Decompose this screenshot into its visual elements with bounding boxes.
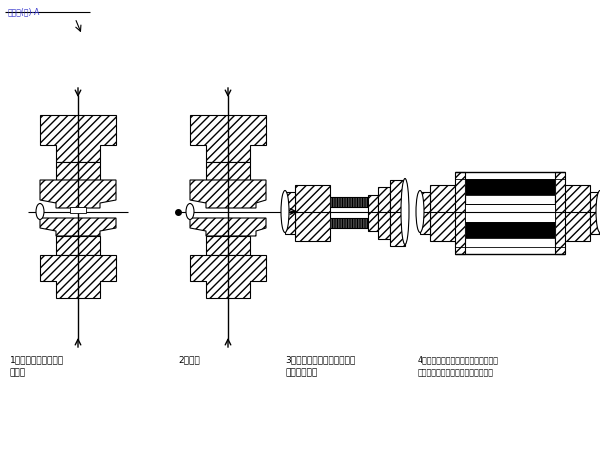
Polygon shape	[555, 185, 590, 241]
Ellipse shape	[416, 190, 424, 233]
Bar	[330, 197, 368, 207]
Polygon shape	[430, 185, 465, 241]
Polygon shape	[295, 185, 330, 241]
Text: 钻孔桩(桩)-A: 钻孔桩(桩)-A	[8, 7, 40, 16]
Polygon shape	[368, 195, 378, 231]
Polygon shape	[40, 115, 116, 162]
Ellipse shape	[186, 203, 194, 220]
Text: 4、用直螺纹套筒对接已丝扣钢筋进行: 4、用直螺纹套筒对接已丝扣钢筋进行	[418, 355, 499, 364]
Polygon shape	[420, 192, 430, 234]
Polygon shape	[190, 180, 266, 208]
Polygon shape	[190, 115, 266, 162]
Bar	[70, 207, 86, 213]
Polygon shape	[40, 255, 116, 298]
Polygon shape	[56, 236, 100, 255]
Polygon shape	[378, 187, 390, 239]
Bar	[465, 222, 555, 238]
Bar	[330, 218, 368, 228]
Text: 螺纹进行丝扣: 螺纹进行丝扣	[285, 368, 317, 377]
Bar	[465, 179, 555, 195]
Polygon shape	[190, 218, 266, 236]
Polygon shape	[390, 180, 405, 246]
Polygon shape	[285, 192, 295, 234]
Ellipse shape	[401, 179, 409, 244]
Text: 2、套筒: 2、套筒	[178, 355, 200, 364]
Text: 滚钢筋: 滚钢筋	[10, 368, 26, 377]
Text: 连接，完成一个直螺纹套筒接头施工: 连接，完成一个直螺纹套筒接头施工	[418, 368, 494, 377]
Polygon shape	[555, 172, 565, 254]
Polygon shape	[206, 162, 250, 180]
Polygon shape	[590, 192, 600, 234]
Polygon shape	[455, 172, 465, 254]
Ellipse shape	[596, 190, 600, 233]
Text: 1、用直螺纹滚轧机夹: 1、用直螺纹滚轧机夹	[10, 355, 64, 364]
Polygon shape	[56, 162, 100, 180]
Text: 3、用直螺纹套丝机对钢筋头: 3、用直螺纹套丝机对钢筋头	[285, 355, 355, 364]
Polygon shape	[40, 218, 116, 236]
Bar	[465, 204, 555, 222]
Polygon shape	[40, 180, 116, 208]
Ellipse shape	[36, 203, 44, 220]
Polygon shape	[206, 236, 250, 255]
Polygon shape	[190, 255, 266, 298]
Ellipse shape	[281, 190, 289, 233]
